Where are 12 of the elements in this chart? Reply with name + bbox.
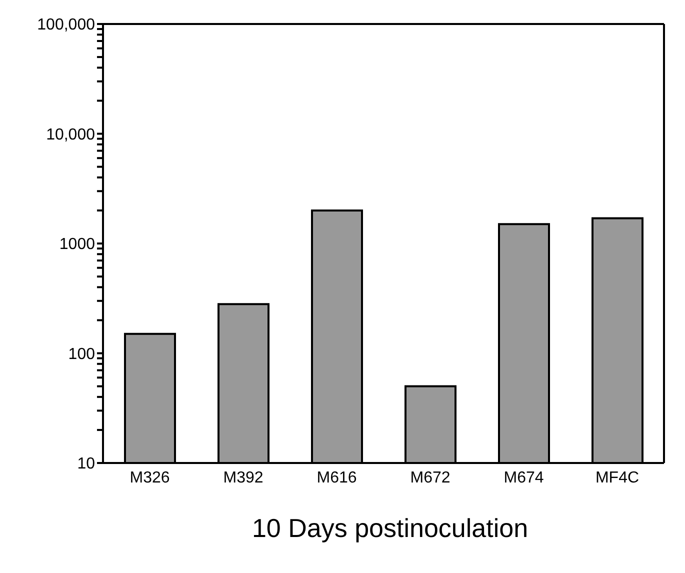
x-axis-title: 10 Days postinoculation [250,513,530,544]
x-tick-label: MF4C [595,469,640,486]
y-tick-label: 100 [68,346,96,363]
x-tick-label: M392 [223,469,264,486]
y-tick-label: 100,000 [37,16,96,34]
y-tick-label: 10,000 [46,126,96,144]
x-tick-label: M672 [410,469,450,486]
x-tick-label: M674 [504,469,544,486]
y-tick-label: 10 [77,456,96,473]
x-tick-label: M616 [316,469,357,486]
x-tick-label: M326 [130,469,170,486]
y-tick-label: 1000 [59,236,96,254]
